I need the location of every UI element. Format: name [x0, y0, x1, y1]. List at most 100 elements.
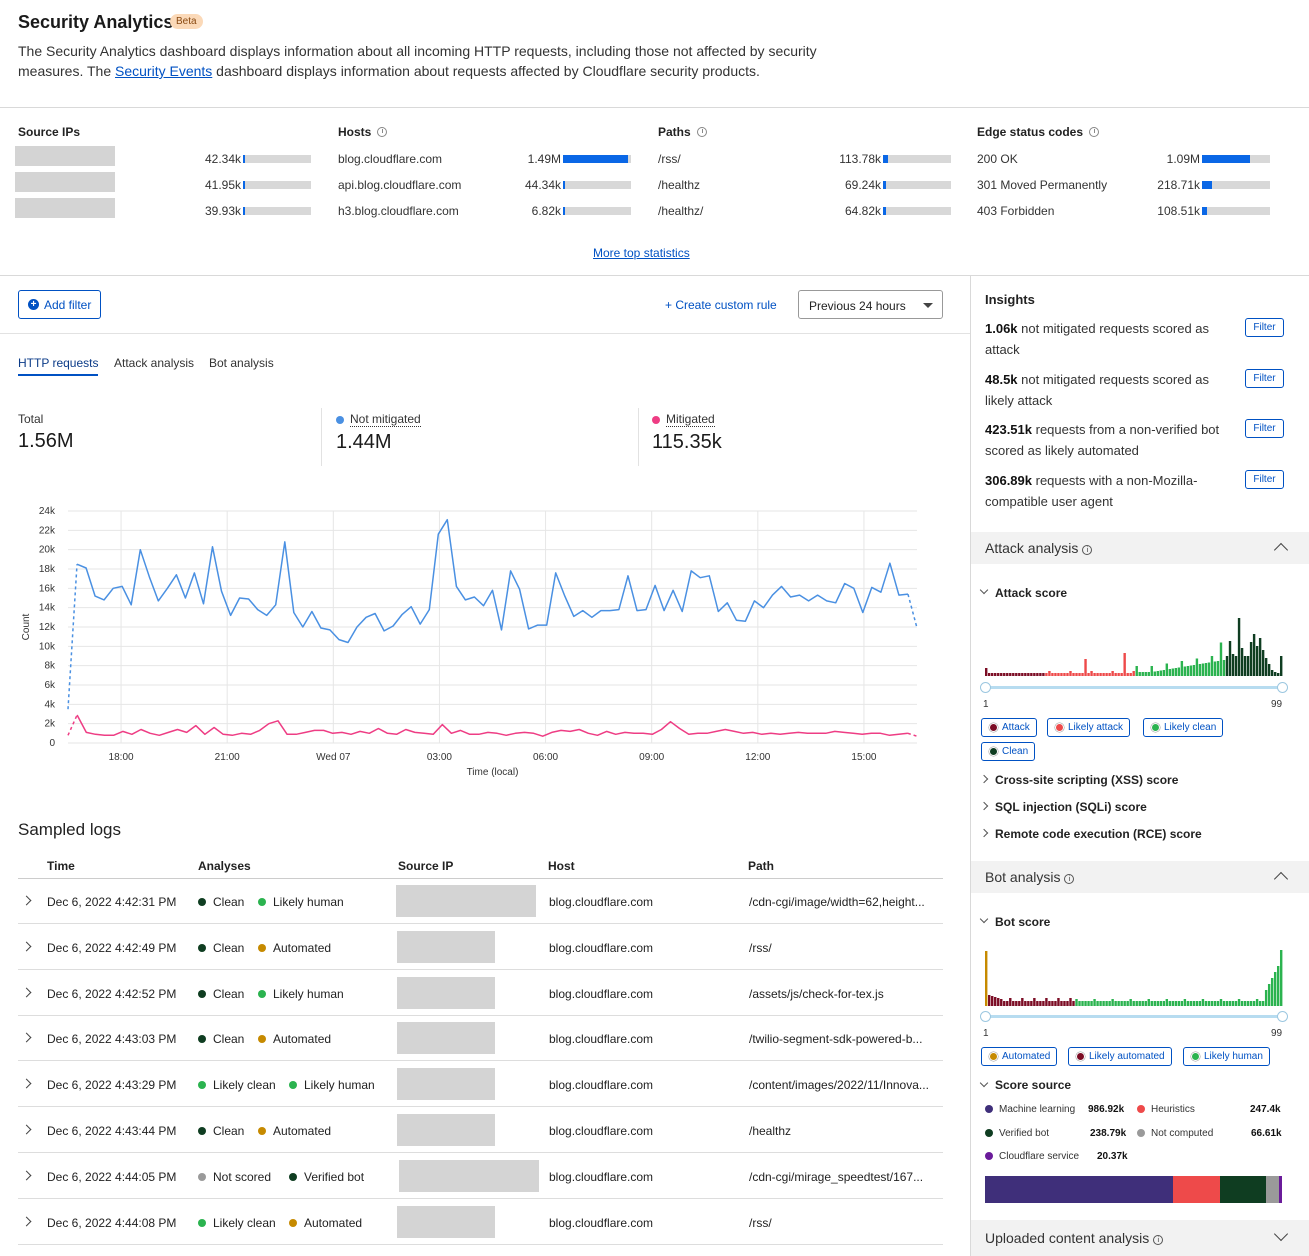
- stacked-bar-segment[interactable]: [985, 1176, 1174, 1203]
- chevron-right-icon[interactable]: [979, 774, 989, 784]
- chevron-down-icon[interactable]: [979, 914, 989, 924]
- not-mitigated-summary[interactable]: Not mitigated 1.44M: [336, 412, 421, 454]
- bot-score-slider[interactable]: [980, 1011, 1288, 1022]
- attack-score-title[interactable]: Attack score: [995, 586, 1068, 600]
- table-row[interactable]: Dec 6, 2022 4:44:05 PM Not scored Verified…: [18, 1154, 943, 1199]
- status-row[interactable]: 301 Moved Permanently 218.71k: [977, 176, 1270, 194]
- attack-score-slider[interactable]: [980, 682, 1288, 693]
- slider-min-handle[interactable]: [980, 1011, 991, 1022]
- insight-filter-button[interactable]: Filter: [1245, 419, 1284, 438]
- chip-likely-attack[interactable]: Likely attack: [1047, 718, 1131, 737]
- rce-score-row[interactable]: Remote code execution (RCE) score: [995, 827, 1202, 841]
- add-filter-button[interactable]: + Add filter: [18, 290, 101, 319]
- score-source-item[interactable]: Machine learning: [985, 1104, 1075, 1115]
- chip-automated[interactable]: Automated: [981, 1047, 1058, 1066]
- chevron-right-icon[interactable]: [979, 828, 989, 838]
- column-header-host[interactable]: Host: [548, 859, 575, 873]
- xss-score-row[interactable]: Cross-site scripting (XSS) score: [995, 773, 1179, 787]
- mitigated-summary[interactable]: Mitigated 115.35k: [652, 412, 722, 454]
- analysis-attack: Clean: [198, 895, 244, 909]
- chevron-right-icon[interactable]: [21, 941, 32, 952]
- insight-filter-button[interactable]: Filter: [1245, 369, 1284, 388]
- chevron-right-icon[interactable]: [979, 801, 989, 811]
- tab-bot-analysis[interactable]: Bot analysis: [209, 356, 274, 370]
- column-header-time[interactable]: Time: [47, 859, 75, 873]
- insight-filter-button[interactable]: Filter: [1245, 318, 1284, 337]
- chevron-down-icon[interactable]: [979, 1078, 989, 1088]
- info-icon: i: [1153, 1235, 1164, 1245]
- host-row[interactable]: api.blog.cloudflare.com 44.34k: [338, 176, 631, 194]
- tab-http-requests[interactable]: HTTP requests: [18, 356, 99, 376]
- sqli-score-row[interactable]: SQL injection (SQLi) score: [995, 800, 1147, 814]
- score-source-name: Machine learning: [999, 1104, 1076, 1115]
- source-ip-row[interactable]: 41.95k: [15, 172, 311, 194]
- histogram-bar: [1093, 673, 1096, 676]
- redacted-ip: [397, 1022, 495, 1055]
- column-header-analyses[interactable]: Analyses: [198, 859, 251, 873]
- column-header-path[interactable]: Path: [748, 859, 775, 873]
- chip-likely-automated[interactable]: Likely automated: [1068, 1047, 1172, 1066]
- slider-max-handle[interactable]: [1277, 682, 1288, 693]
- chevron-right-icon[interactable]: [21, 1078, 32, 1089]
- chevron-right-icon[interactable]: [21, 1124, 32, 1135]
- table-row[interactable]: Dec 6, 2022 4:42:31 PM Clean Likely human b…: [18, 879, 943, 924]
- score-source-item[interactable]: Not computed: [1137, 1128, 1213, 1139]
- host-row[interactable]: blog.cloudflare.com 1.49M: [338, 150, 631, 168]
- score-source-item[interactable]: Cloudflare service: [985, 1151, 1079, 1162]
- more-top-statistics-link[interactable]: More top statistics: [593, 246, 690, 260]
- slider-max-handle[interactable]: [1277, 1011, 1288, 1022]
- page-title: Security Analytics: [18, 12, 174, 32]
- histogram-bar: [1162, 670, 1166, 676]
- table-row[interactable]: Dec 6, 2022 4:43:03 PM Clean Automated blog…: [18, 1016, 943, 1062]
- status-row[interactable]: 403 Forbidden 108.51k: [977, 202, 1270, 220]
- bot-analysis-header[interactable]: Bot analysis i: [971, 861, 1309, 893]
- stacked-bar-segment[interactable]: [1220, 1176, 1266, 1203]
- requests-line-chart[interactable]: 0 2k 4k 6k 8k 10k 12k 14k 16k 18k 20k 22k 24k 18:00 21…: [15, 500, 925, 785]
- stacked-bar-segment[interactable]: [1278, 1176, 1283, 1203]
- path-row[interactable]: /rss/ 113.78k: [658, 150, 951, 168]
- insight-filter-button[interactable]: Filter: [1245, 470, 1284, 489]
- histogram-bar: [1228, 1001, 1232, 1006]
- attack-analysis-header[interactable]: Attack analysis i: [971, 532, 1309, 564]
- chip-attack[interactable]: Attack: [981, 718, 1037, 737]
- series-line-not-mitigated: [76, 518, 909, 644]
- table-row[interactable]: Dec 6, 2022 4:43:44 PM Clean Automated blog…: [18, 1108, 943, 1153]
- chevron-right-icon[interactable]: [21, 1216, 32, 1227]
- score-source-item[interactable]: Heuristics: [1137, 1104, 1195, 1115]
- chip-likely-human[interactable]: Likely human: [1183, 1047, 1270, 1066]
- redacted-ip: [397, 930, 495, 963]
- histogram-bar: [1123, 653, 1126, 676]
- score-source-stacked-bar[interactable]: [985, 1176, 1283, 1203]
- series-line-mitigated-end: [907, 732, 918, 737]
- source-ip-row[interactable]: 39.93k: [15, 198, 311, 220]
- host-row[interactable]: h3.blog.cloudflare.com 6.82k: [338, 202, 631, 220]
- chevron-right-icon[interactable]: [21, 1032, 32, 1043]
- table-row[interactable]: Dec 6, 2022 4:44:08 PM Likely clean Automa…: [18, 1200, 943, 1245]
- chevron-right-icon[interactable]: [21, 1170, 32, 1181]
- stacked-bar-segment[interactable]: [1173, 1176, 1221, 1203]
- stacked-bar-segment[interactable]: [1265, 1176, 1279, 1203]
- uploaded-content-header[interactable]: Uploaded content analysis i: [971, 1220, 1309, 1256]
- score-source-item[interactable]: Verified bot: [985, 1128, 1049, 1139]
- chip-likely-clean[interactable]: Likely clean: [1143, 718, 1224, 737]
- source-ip-row[interactable]: 42.34k: [15, 146, 311, 168]
- chip-clean[interactable]: Clean: [981, 742, 1036, 761]
- time-range-select[interactable]: Previous 24 hours: [798, 290, 943, 319]
- tab-attack-analysis[interactable]: Attack analysis: [114, 356, 195, 370]
- bot-score-title[interactable]: Bot score: [995, 915, 1051, 929]
- chevron-right-icon[interactable]: [21, 987, 32, 998]
- slider-min-handle[interactable]: [980, 682, 991, 693]
- chevron-right-icon[interactable]: [21, 895, 32, 906]
- table-row[interactable]: Dec 6, 2022 4:42:49 PM Clean Automated blog…: [18, 925, 943, 970]
- redacted-ip: [15, 198, 115, 218]
- create-custom-rule-button[interactable]: + Create custom rule: [665, 298, 777, 312]
- chevron-down-icon[interactable]: [979, 585, 989, 595]
- path-row[interactable]: /healthz 69.24k: [658, 176, 951, 194]
- security-events-link[interactable]: Security Events: [115, 63, 213, 79]
- status-row[interactable]: 200 OK 1.09M: [977, 150, 1270, 168]
- table-row[interactable]: Dec 6, 2022 4:43:29 PM Likely clean Likely…: [18, 1062, 943, 1108]
- score-source-title[interactable]: Score source: [995, 1078, 1072, 1092]
- path-row[interactable]: /healthz/ 64.82k: [658, 202, 951, 220]
- table-row[interactable]: Dec 6, 2022 4:42:52 PM Clean Likely human b…: [18, 971, 943, 1016]
- column-header-source-ip[interactable]: Source IP: [398, 859, 454, 873]
